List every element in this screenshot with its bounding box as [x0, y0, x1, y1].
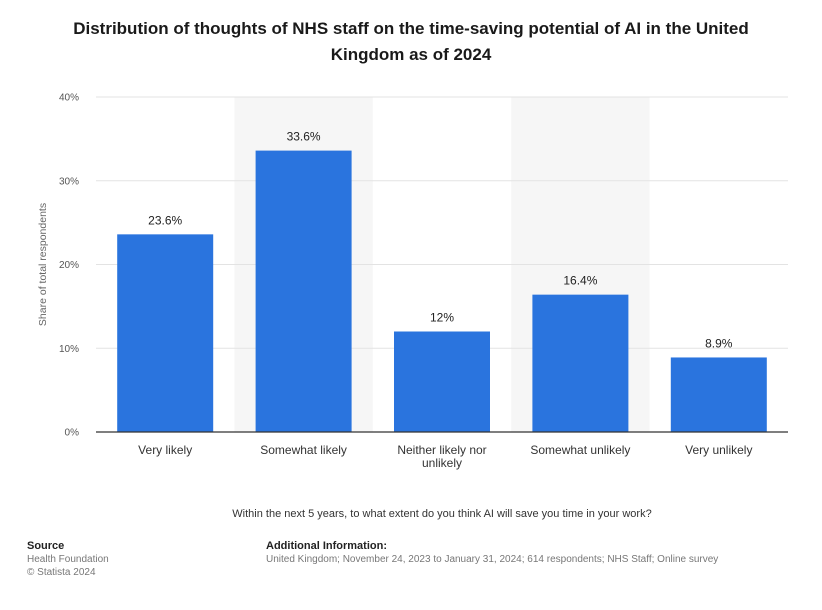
chart-title: Distribution of thoughts of NHS staff on… — [73, 19, 749, 64]
bar — [117, 234, 214, 432]
y-tick-label: 20% — [59, 260, 79, 271]
additional-info-heading: Additional Information: — [266, 540, 387, 552]
additional-info-block: Additional Information: United Kingdom; … — [266, 540, 718, 566]
bar — [532, 294, 629, 432]
x-tick-label: Very unlikely — [685, 443, 752, 457]
y-tick-label: 0% — [65, 428, 80, 439]
x-tick-label: Somewhat unlikely — [530, 443, 630, 457]
x-tick-label: Neither likely nor — [397, 443, 486, 457]
bar-chart: 0% 10% 20% 30% 40% Share of total respondents… — [37, 93, 788, 470]
source-block: Source Health Foundation © Statista 2024 — [27, 540, 109, 579]
data-label: 16.4% — [563, 274, 597, 288]
bar — [394, 331, 490, 432]
x-axis-question: Within the next 5 years, to what extent … — [232, 508, 652, 520]
source-name: Health Foundation — [27, 554, 109, 565]
bar — [255, 150, 352, 432]
data-label: 33.6% — [287, 130, 321, 144]
x-tick-label: unlikely — [422, 456, 462, 470]
data-label: 12% — [430, 311, 454, 325]
additional-info-text: United Kingdom; November 24, 2023 to Jan… — [266, 554, 719, 565]
y-tick-label: 30% — [59, 176, 79, 187]
copyright: © Statista 2024 — [27, 567, 96, 578]
y-tick-label: 40% — [59, 93, 79, 104]
source-heading: Source — [27, 540, 65, 552]
data-label: 8.9% — [705, 336, 733, 350]
y-tick-label: 10% — [59, 344, 79, 355]
y-axis-title: Share of total respondents — [37, 203, 49, 326]
x-tick-label: Somewhat likely — [260, 443, 347, 457]
bar — [670, 357, 767, 432]
x-tick-label: Very likely — [138, 443, 192, 457]
data-label: 23.6% — [148, 213, 182, 227]
